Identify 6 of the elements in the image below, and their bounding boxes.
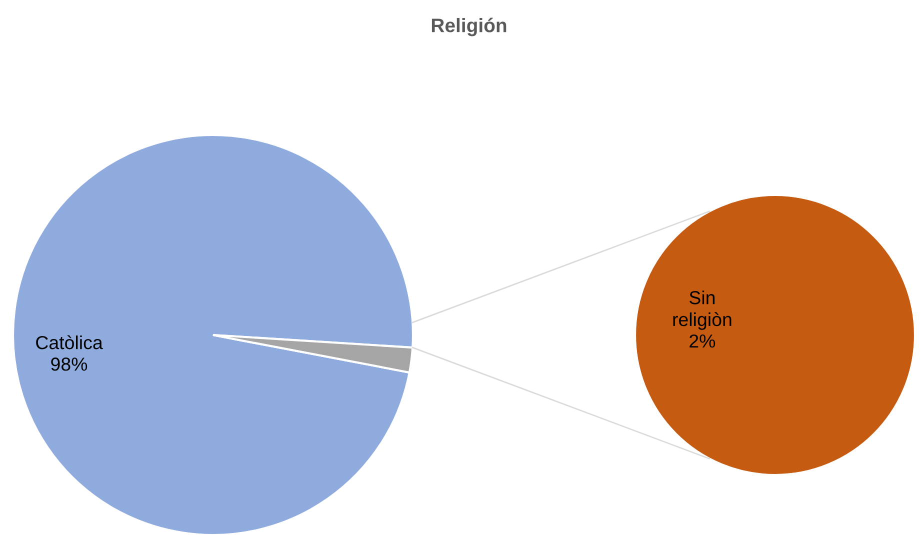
pie-slice [12,134,414,535]
slice-label: Catòlica [36,335,103,350]
text: Religión [432,18,506,36]
slice-label: Sin religiòn [673,290,732,330]
data-label: 2% [690,334,716,348]
data-label: 98% [51,358,88,371]
